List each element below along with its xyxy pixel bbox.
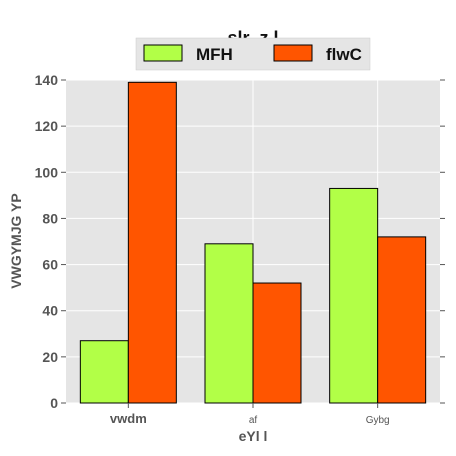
- bars: [79, 81, 427, 404]
- bar-mfh-af: [204, 243, 254, 404]
- y-tick-label: 60: [42, 257, 58, 273]
- legend-label-mfh: MFH: [196, 45, 233, 64]
- y-tick-label: 120: [35, 118, 59, 134]
- x-tick-label: af: [249, 415, 258, 426]
- y-tick-label: 20: [42, 349, 58, 365]
- x-tick-label: vwdm: [110, 411, 147, 426]
- x-tick-label: Gybg: [366, 415, 390, 426]
- y-tick-label: 80: [42, 210, 58, 226]
- bar-flwc-vwdm: [127, 81, 177, 404]
- legend: MFH flwC: [135, 37, 371, 71]
- y-tick-label: 100: [35, 164, 59, 180]
- x-axis-ticks: vwdm af Gybg: [110, 403, 390, 426]
- y-axis-ticks: 0 20 40 60 80 100 120 140: [35, 72, 445, 411]
- legend-swatch-flwc: [273, 44, 313, 62]
- y-axis-title: VWGYMJG YP: [8, 193, 24, 288]
- y-tick-label: 0: [50, 395, 58, 411]
- legend-label-flwc: flwC: [326, 45, 362, 64]
- bar-mfh-vwdm: [79, 340, 129, 404]
- bar-flwc-af: [252, 282, 302, 404]
- legend-swatch-mfh: [143, 44, 183, 62]
- y-tick-label: 40: [42, 303, 58, 319]
- bar-mfh-gybg: [329, 187, 379, 404]
- y-tick-label: 140: [35, 72, 59, 88]
- x-axis-title: eYl l: [239, 428, 268, 444]
- bar-flwc-gybg: [377, 236, 427, 404]
